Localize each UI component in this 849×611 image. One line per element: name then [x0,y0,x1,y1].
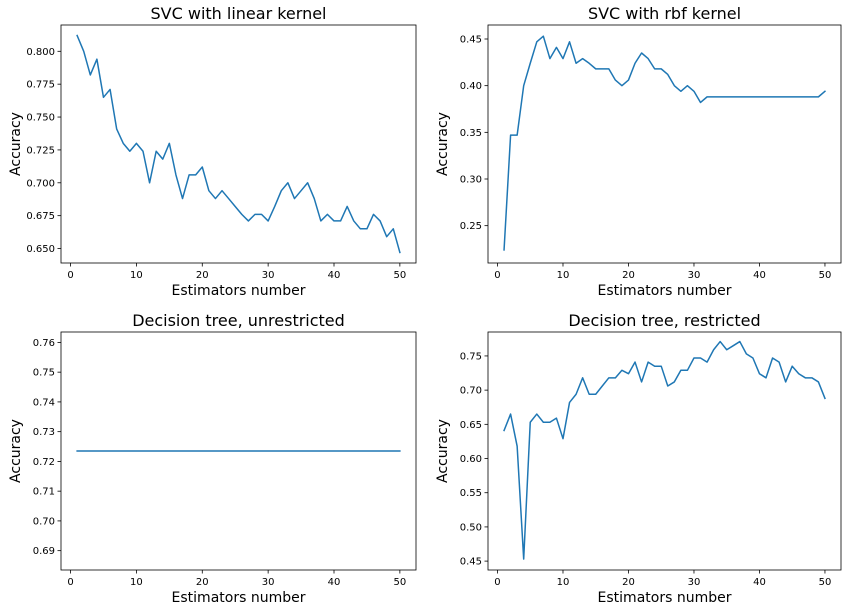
axes-frame [60,24,417,264]
y-axis-label: Accuracy [435,112,451,176]
y-tick-label: 0.800 [26,47,55,58]
axes-frame [60,331,417,571]
x-tick-label: 20 [196,577,209,588]
chart-panel-4: Decision tree, restricted 0 10 20 30 40 50 0.45… [435,311,842,606]
x-tick-label: 40 [753,270,766,281]
series-line [503,340,826,560]
chart-panel-3: Decision tree, unrestricted 0 10 20 30 40 50 0.… [8,311,417,606]
x-tick-label: 40 [753,577,766,588]
y-tick-label: 0.75 [33,368,55,379]
x-tick-label: 10 [557,270,570,281]
y-tick-label: 0.70 [460,386,482,397]
y-tick-label: 0.30 [460,175,482,186]
y-tick-label: 0.72 [33,457,55,468]
y-tick-label: 0.45 [460,35,482,46]
y-tick-label: 0.750 [26,113,55,124]
x-tick-label: 10 [130,577,143,588]
axes-frame [487,331,842,571]
series-line [76,34,401,254]
y-tick-label: 0.60 [460,454,482,465]
y-tick-label: 0.725 [26,145,55,156]
x-tick-label: 30 [262,270,275,281]
chart-panel-1: SVC with linear kernel 0 10 20 30 40 50 0.650 0.… [8,4,417,299]
y-tick-label: 0.40 [460,81,482,92]
y-tick-label: 0.675 [26,211,55,222]
y-tick-label: 0.73 [33,427,55,438]
x-tick-label: 40 [328,270,341,281]
y-axis-label: Accuracy [435,419,451,483]
x-tick-label: 20 [622,270,635,281]
y-tick-label: 0.74 [33,397,55,408]
chart-title: SVC with linear kernel [151,4,327,23]
y-tick-label: 0.76 [33,338,55,349]
x-tick-label: 20 [622,577,635,588]
y-tick-label: 0.75 [460,351,482,362]
x-tick-label: 50 [393,577,406,588]
x-tick-label: 30 [688,270,701,281]
chart-title: SVC with rbf kernel [588,4,741,23]
x-tick-label: 0 [494,577,500,588]
series-line [503,35,827,251]
x-tick-label: 0 [494,270,500,281]
chart-panel-2: SVC with rbf kernel 0 10 20 30 40 50 0.25 0.30 0.… [435,4,842,299]
chart-title: Decision tree, restricted [568,311,760,330]
y-tick-label: 0.35 [460,128,482,139]
chart-title: Decision tree, unrestricted [132,311,345,330]
x-axis-label: Estimators number [598,590,732,606]
y-tick-label: 0.65 [460,420,482,431]
x-tick-label: 50 [819,577,832,588]
x-tick-label: 0 [67,270,73,281]
y-tick-label: 0.775 [26,80,55,91]
y-axis-label: Accuracy [8,112,24,176]
x-tick-label: 20 [196,270,209,281]
x-axis-label: Estimators number [598,283,732,299]
axes-frame [487,24,842,264]
y-tick-label: 0.50 [460,522,482,533]
y-tick-label: 0.70 [33,516,55,527]
x-tick-label: 10 [130,270,143,281]
y-axis-label: Accuracy [8,419,24,483]
x-tick-label: 30 [262,577,275,588]
x-axis-label: Estimators number [172,283,306,299]
y-tick-label: 0.25 [460,221,482,232]
y-tick-label: 0.55 [460,488,482,499]
x-tick-label: 10 [557,577,570,588]
x-tick-label: 50 [393,270,406,281]
x-tick-label: 30 [688,577,701,588]
y-tick-label: 0.69 [33,546,55,557]
y-tick-label: 0.45 [460,557,482,568]
x-tick-label: 40 [328,577,341,588]
y-tick-label: 0.71 [33,487,55,498]
x-axis-label: Estimators number [172,590,306,606]
y-tick-label: 0.700 [26,178,55,189]
x-tick-label: 0 [67,577,73,588]
x-tick-label: 50 [819,270,832,281]
y-tick-label: 0.650 [26,244,55,255]
